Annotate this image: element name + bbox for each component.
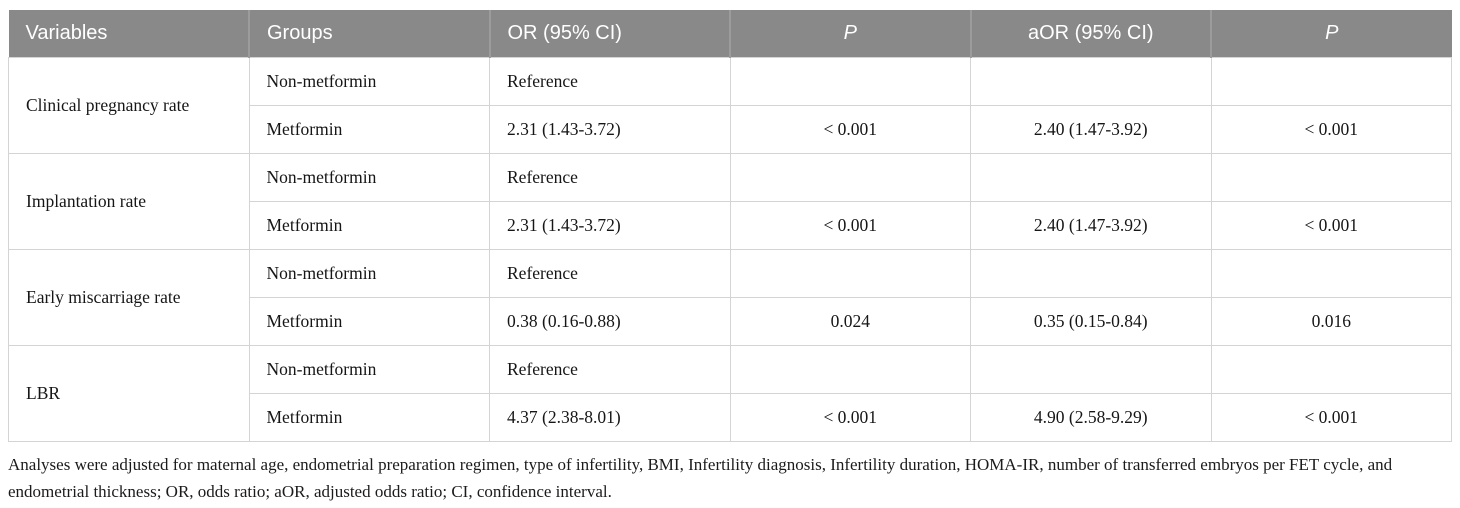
ap-cell: 0.016: [1210, 296, 1452, 346]
results-table: Variables Groups OR (95% CI) P aOR (95% …: [8, 10, 1452, 442]
p-cell: [729, 56, 971, 106]
variable-cell: LBR: [8, 344, 250, 442]
table-row: LBR Non-metformin Reference: [8, 344, 1452, 442]
table-row: Metformin 2.31 (1.43-3.72) < 0.001 2.40 …: [9, 200, 1452, 250]
table-row: Clinical pregnancy rate Non-metformin Re…: [8, 56, 1452, 154]
ap-cell: < 0.001: [1210, 200, 1452, 250]
or-cell: 2.31 (1.43-3.72): [489, 200, 731, 250]
variable-cell: Early miscarriage rate: [8, 248, 250, 346]
ap-cell: [1210, 344, 1452, 394]
ap-cell: < 0.001: [1210, 392, 1452, 442]
ap-cell: [1210, 152, 1452, 202]
aor-cell: [970, 152, 1212, 202]
variable-cell: Clinical pregnancy rate: [8, 56, 250, 154]
table-row: Metformin 0.38 (0.16-0.88) 0.024 0.35 (0…: [9, 296, 1452, 346]
aor-cell: 2.40 (1.47-3.92): [970, 200, 1212, 250]
aor-cell: 0.35 (0.15-0.84): [970, 296, 1212, 346]
col-header-variables: Variables: [8, 10, 249, 57]
variable-cell: Implantation rate: [8, 152, 250, 250]
aor-cell: [970, 56, 1212, 106]
aor-cell: 2.40 (1.47-3.92): [970, 104, 1212, 154]
group-cell: Metformin: [248, 296, 490, 346]
p-cell: < 0.001: [729, 392, 971, 442]
p-cell: [729, 248, 971, 298]
or-cell: 2.31 (1.43-3.72): [489, 104, 731, 154]
p-cell: [729, 344, 971, 394]
table-row: Metformin 2.31 (1.43-3.72) < 0.001 2.40 …: [9, 104, 1452, 154]
table-row: Early miscarriage rate Non-metformin Ref…: [8, 248, 1452, 346]
group-cell: Non-metformin: [248, 344, 490, 394]
or-cell: 4.37 (2.38-8.01): [489, 392, 731, 442]
table-header: Variables Groups OR (95% CI) P aOR (95% …: [8, 10, 1452, 57]
or-cell: 0.38 (0.16-0.88): [489, 296, 731, 346]
col-header-aor: aOR (95% CI): [969, 10, 1211, 57]
group-cell: Non-metformin: [248, 56, 490, 106]
col-header-or: OR (95% CI): [488, 10, 730, 57]
or-cell: Reference: [489, 152, 731, 202]
col-header-ap: P: [1210, 10, 1452, 57]
col-header-groups: Groups: [248, 10, 490, 57]
aor-cell: [970, 248, 1212, 298]
table-body: Clinical pregnancy rate Non-metformin Re…: [8, 56, 1452, 442]
group-cell: Metformin: [248, 392, 490, 442]
ap-cell: < 0.001: [1210, 104, 1452, 154]
ap-cell: [1210, 56, 1452, 106]
or-cell: Reference: [489, 56, 731, 106]
group-cell: Non-metformin: [248, 152, 490, 202]
p-cell: < 0.001: [729, 200, 971, 250]
aor-cell: [970, 344, 1212, 394]
table-footnote: Analyses were adjusted for maternal age,…: [8, 454, 1393, 501]
p-cell: 0.024: [729, 296, 971, 346]
p-cell: [729, 152, 971, 202]
table-row: Implantation rate Non-metformin Referenc…: [8, 152, 1452, 250]
group-cell: Metformin: [248, 104, 490, 154]
ap-cell: [1210, 248, 1452, 298]
header-row: Variables Groups OR (95% CI) P aOR (95% …: [8, 10, 1452, 57]
col-header-p: P: [729, 10, 971, 57]
aor-cell: 4.90 (2.58-9.29): [970, 392, 1212, 442]
or-cell: Reference: [489, 344, 731, 394]
group-cell: Metformin: [248, 200, 490, 250]
table-row: Metformin 4.37 (2.38-8.01) < 0.001 4.90 …: [9, 392, 1452, 442]
or-cell: Reference: [489, 248, 731, 298]
p-cell: < 0.001: [729, 104, 971, 154]
group-cell: Non-metformin: [248, 248, 490, 298]
